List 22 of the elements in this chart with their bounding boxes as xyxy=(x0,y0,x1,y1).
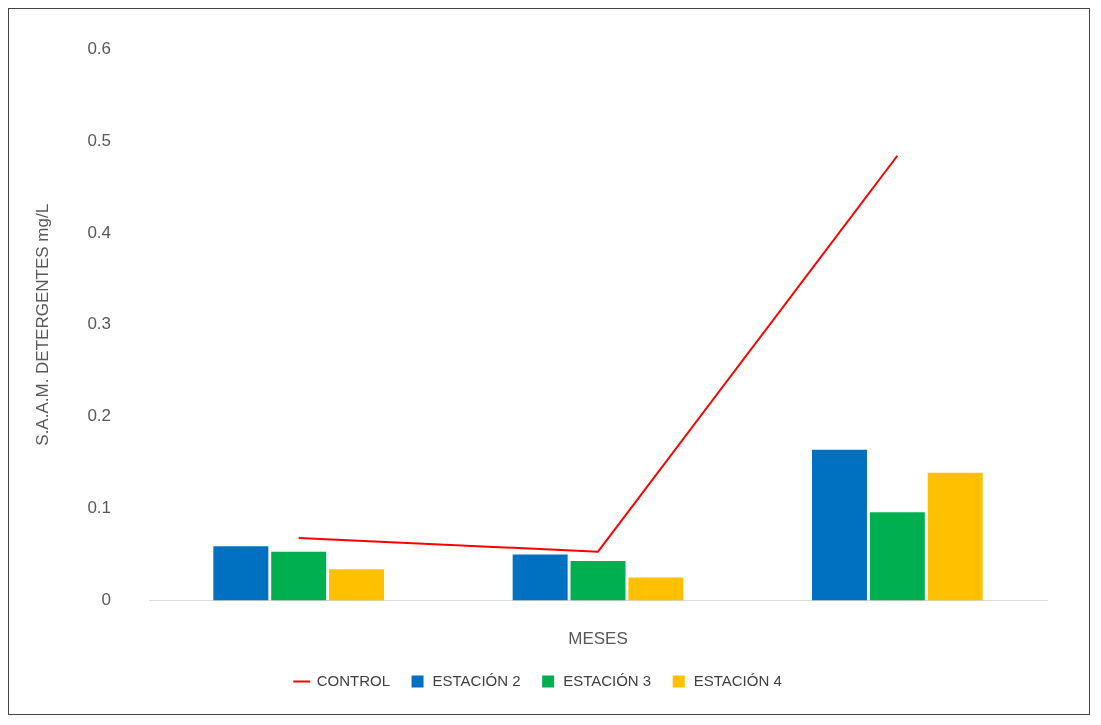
bar xyxy=(570,560,626,601)
y-tick-label: 0 xyxy=(101,590,112,610)
legend-label: ESTACIÓN 2 xyxy=(432,671,521,689)
y-tick-label: 0.1 xyxy=(87,498,112,518)
bar xyxy=(213,546,269,601)
bar xyxy=(927,472,983,601)
legend-label: ESTACIÓN 3 xyxy=(563,671,652,689)
bar xyxy=(869,512,925,601)
y-tick-label: 0.5 xyxy=(87,130,112,150)
bar xyxy=(512,554,568,601)
x-axis-title: MESES xyxy=(568,629,628,649)
y-tick-label: 0.2 xyxy=(87,406,112,426)
bar xyxy=(811,449,867,601)
y-axis-title: S.A.A.M. DETERGENTES mg/L xyxy=(32,203,52,446)
y-tick-label: 0.4 xyxy=(87,222,112,242)
bar xyxy=(628,577,684,601)
y-tick-label: 0.3 xyxy=(87,314,112,334)
y-tick-label: 0.6 xyxy=(87,38,112,58)
legend-label: ESTACIÓN 4 xyxy=(693,671,782,689)
bar xyxy=(271,551,327,601)
legend-label: CONTROL xyxy=(316,671,391,689)
bar xyxy=(329,569,385,601)
